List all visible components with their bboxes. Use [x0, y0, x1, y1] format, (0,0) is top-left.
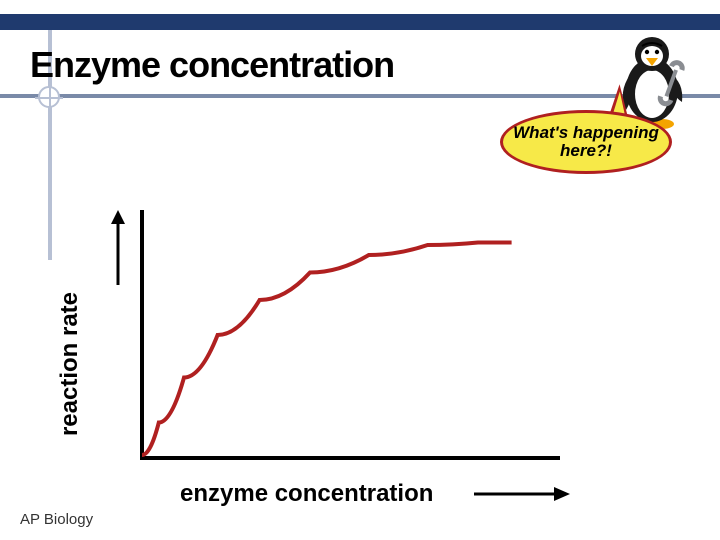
saturation-chart	[140, 210, 570, 460]
reaction-curve	[140, 210, 570, 470]
crosshair-icon	[38, 86, 60, 108]
bubble-text: What's happening here?!	[503, 124, 669, 160]
x-axis-arrow-icon	[470, 482, 570, 506]
footer-text: AP Biology	[20, 511, 93, 528]
y-axis-label-wrap: reaction rate	[60, 230, 90, 450]
y-axis-label: reaction rate	[56, 292, 84, 436]
header-bar	[0, 14, 720, 30]
y-axis-arrow-icon	[106, 210, 130, 290]
page-title-block: Enzyme concentration	[30, 44, 394, 86]
speech-bubble: What's happening here?!	[500, 110, 672, 174]
page-title: Enzyme concentration	[30, 44, 394, 86]
bubble-body: What's happening here?!	[500, 110, 672, 174]
x-axis-label: enzyme concentration	[180, 480, 433, 508]
